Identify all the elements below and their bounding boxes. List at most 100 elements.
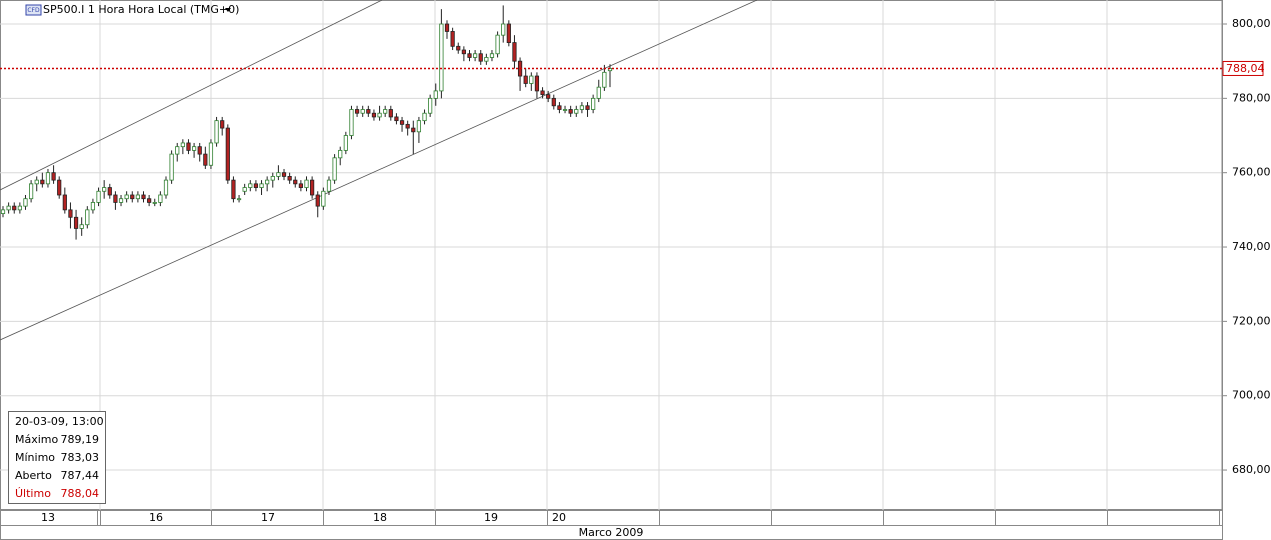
candle-body (214, 120, 219, 144)
candle-body (383, 109, 388, 114)
candle-body (523, 75, 528, 84)
candle-body (158, 194, 163, 203)
candle-body (456, 45, 461, 51)
candle-body (169, 153, 174, 181)
candle-body (34, 179, 39, 185)
candle-body (574, 109, 579, 114)
candle-body (433, 90, 438, 99)
candle-body (489, 53, 495, 58)
candle-body (29, 183, 34, 200)
dropdown-arrow[interactable] (225, 8, 231, 12)
candle-body (411, 127, 416, 133)
candle-body (450, 31, 455, 47)
candle-body (360, 109, 365, 114)
candle-body (293, 179, 298, 185)
x-tick-label: 20 (552, 511, 566, 524)
candle-body (203, 153, 208, 166)
candle-body (236, 198, 242, 201)
candles (0, 5, 613, 240)
candle-body (332, 157, 337, 181)
y-tick-label: 720,00 (1232, 314, 1271, 327)
candle-body (68, 209, 73, 218)
candle-body (118, 198, 124, 203)
candle-body (12, 205, 17, 211)
candle-body (197, 146, 202, 155)
candle-body (326, 179, 332, 192)
candle-body (422, 112, 427, 122)
candle-body (57, 179, 62, 196)
candle-body (405, 123, 410, 129)
candle-body (208, 142, 214, 166)
candle-body (529, 75, 534, 84)
month-label: Marco 2009 (579, 526, 644, 539)
candle-body (540, 90, 545, 96)
trend-line (0, 0, 758, 341)
y-tick-label: 740,00 (1232, 240, 1271, 253)
candle-body (225, 127, 230, 181)
x-tick-label: 13 (41, 511, 55, 524)
candle-body (45, 172, 51, 185)
y-tick-label: 800,00 (1232, 17, 1271, 30)
candle-body (349, 109, 354, 136)
info-rows: Máximo 789,19 Mínimo 783,03 Aberto 787,44 Últi… (15, 433, 99, 500)
candle-body (0, 209, 6, 214)
candle-body (506, 23, 511, 43)
candle-body (439, 23, 444, 92)
candle-body (478, 53, 483, 62)
candle-body (591, 97, 596, 110)
y-tick-label: 680,00 (1232, 463, 1271, 476)
badge-text: CFD (27, 7, 40, 14)
candle-body (315, 194, 320, 207)
info-label: Máximo (15, 433, 59, 446)
candle-body (186, 142, 191, 151)
candle-body (276, 172, 281, 177)
candle-body (113, 194, 118, 203)
candle-body (130, 194, 135, 200)
candle-body (388, 109, 393, 118)
candle-body (62, 194, 67, 211)
candle-body (102, 187, 107, 192)
candle-body (85, 209, 90, 226)
badge (25, 4, 42, 16)
candle-body (495, 34, 500, 55)
candle-body (501, 23, 506, 36)
candle-body (253, 183, 259, 188)
candle-body (191, 146, 197, 151)
candle-body (287, 176, 292, 181)
info-value: 787,44 (61, 469, 100, 482)
candle-body (534, 75, 540, 92)
x-tick-label: 16 (149, 511, 163, 524)
candle-body (141, 194, 146, 200)
candle-body (135, 194, 140, 200)
candle-body (23, 198, 28, 207)
plot-frame (0, 0, 1223, 510)
y-tick-label: 760,00 (1232, 166, 1271, 179)
x-tick-label: 18 (373, 511, 387, 524)
candle-body (51, 172, 56, 181)
info-box (8, 411, 106, 504)
candle-body (512, 42, 517, 62)
candle-body (546, 94, 551, 99)
candle-body (338, 149, 343, 159)
candle-body (270, 176, 275, 181)
candle-body (79, 224, 84, 229)
candle-body (265, 179, 270, 185)
candle-body (248, 183, 253, 188)
candle-body (371, 112, 377, 118)
candle-body (562, 109, 568, 111)
candle-body (124, 194, 129, 200)
info-label: Aberto (15, 469, 52, 482)
candle-body (416, 120, 422, 133)
candle-body (321, 190, 326, 207)
last-price-label: 788,04 (1226, 62, 1265, 75)
y-tick-label: 700,00 (1232, 389, 1271, 402)
candle-body (377, 112, 382, 118)
grid (0, 0, 1222, 510)
candle-body (394, 116, 399, 122)
candle-body (484, 57, 489, 62)
info-value: 788,04 (61, 487, 100, 500)
candle-body (343, 135, 348, 151)
info-value: 789,19 (61, 433, 100, 446)
info-date: 20-03-09, 13:00 (15, 415, 104, 428)
